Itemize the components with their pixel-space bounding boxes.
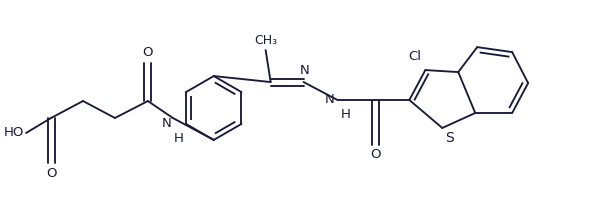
Text: Cl: Cl <box>408 50 421 63</box>
Text: O: O <box>46 167 56 180</box>
Text: N: N <box>162 117 172 130</box>
Text: N: N <box>300 64 309 77</box>
Text: HO: HO <box>4 126 24 140</box>
Text: O: O <box>143 46 153 59</box>
Text: N: N <box>325 92 334 106</box>
Text: O: O <box>370 148 381 161</box>
Text: H: H <box>174 132 184 145</box>
Text: H: H <box>340 109 350 121</box>
Text: S: S <box>446 131 454 145</box>
Text: CH₃: CH₃ <box>254 34 277 47</box>
